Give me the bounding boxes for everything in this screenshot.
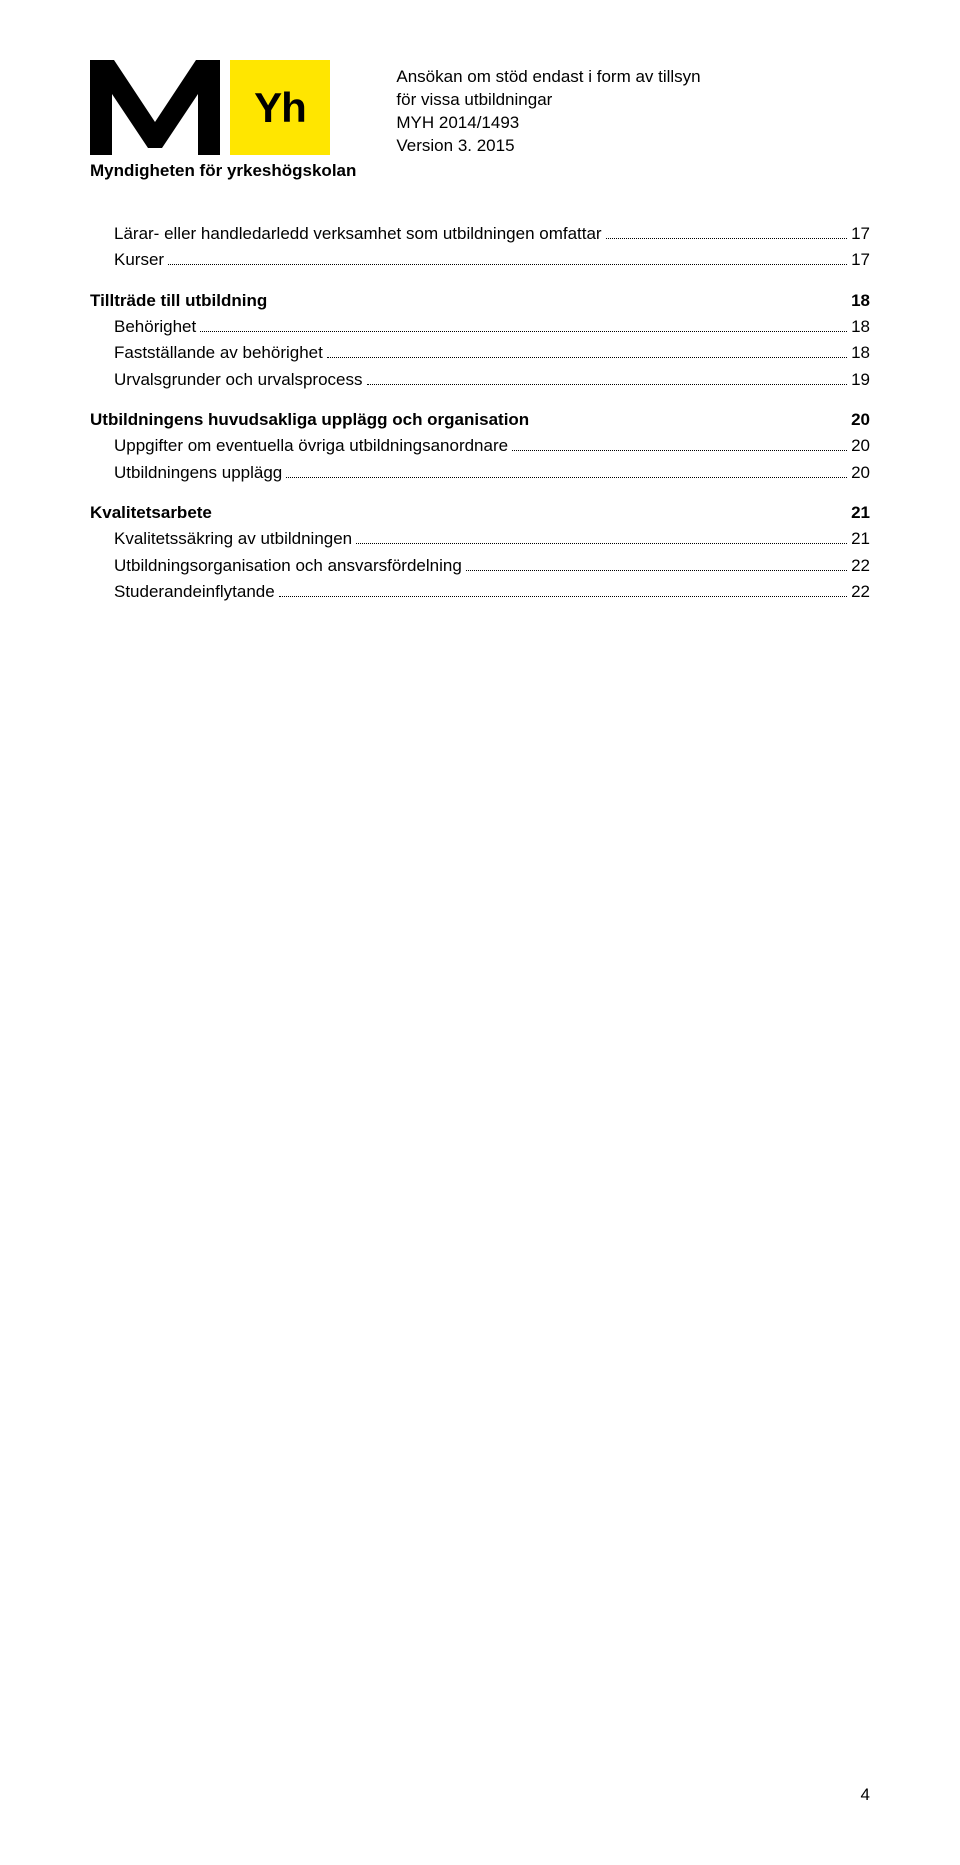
logo-yh-text: Yh xyxy=(254,84,306,132)
toc-label: Kvalitetsarbete xyxy=(90,500,212,526)
toc-page: 18 xyxy=(851,314,870,340)
toc-label: Utbildningens huvudsakliga upplägg och o… xyxy=(90,407,529,433)
toc-page: 20 xyxy=(851,433,870,459)
toc-leaders xyxy=(512,450,847,451)
toc-label: Kurser xyxy=(114,247,164,273)
toc-label: Tillträde till utbildning xyxy=(90,288,267,314)
logo-yh-icon: Yh xyxy=(230,60,330,155)
logo-m-icon xyxy=(90,60,220,155)
toc-page: 18 xyxy=(851,340,870,366)
toc-page: 22 xyxy=(851,579,870,605)
toc-label: Fastställande av behörighet xyxy=(114,340,323,366)
toc-leaders xyxy=(200,331,847,332)
toc-leaders xyxy=(606,238,847,239)
logo-block: Yh xyxy=(90,60,330,155)
toc-label: Uppgifter om eventuella övriga utbildnin… xyxy=(114,433,508,459)
toc-page: 19 xyxy=(851,367,870,393)
toc-page: 22 xyxy=(851,553,870,579)
toc-row: Kvalitetsarbete 21 xyxy=(90,500,870,526)
toc-row: Behörighet 18 xyxy=(90,314,870,340)
toc-page: 20 xyxy=(851,460,870,486)
toc-row: Uppgifter om eventuella övriga utbildnin… xyxy=(90,433,870,459)
toc-page: 17 xyxy=(851,221,870,247)
toc-label: Utbildningsorganisation och ansvarsförde… xyxy=(114,553,462,579)
toc-leaders xyxy=(356,543,847,544)
toc-leaders xyxy=(367,384,848,385)
toc-leaders xyxy=(279,596,847,597)
toc-row: Kurser 17 xyxy=(90,247,870,273)
header-line-4: Version 3. 2015 xyxy=(396,135,700,158)
toc-row: Fastställande av behörighet 18 xyxy=(90,340,870,366)
toc-row: Utbildningsorganisation och ansvarsförde… xyxy=(90,553,870,579)
toc-row: Utbildningens huvudsakliga upplägg och o… xyxy=(90,407,870,433)
toc-leaders xyxy=(466,570,847,571)
toc-leaders xyxy=(286,477,847,478)
toc-label: Utbildningens upplägg xyxy=(114,460,282,486)
toc-page: 20 xyxy=(851,407,870,433)
header-meta: Ansökan om stöd endast i form av tillsyn… xyxy=(396,60,700,158)
toc-page: 17 xyxy=(851,247,870,273)
toc-label: Kvalitetssäkring av utbildningen xyxy=(114,526,352,552)
page-number: 4 xyxy=(861,1785,870,1805)
toc-row: Studerandeinflytande 22 xyxy=(90,579,870,605)
toc-row: Utbildningens upplägg 20 xyxy=(90,460,870,486)
toc-page: 18 xyxy=(851,288,870,314)
toc-label: Lärar- eller handledarledd verksamhet so… xyxy=(114,221,602,247)
header-line-2: för vissa utbildningar xyxy=(396,89,700,112)
toc-row: Lärar- eller handledarledd verksamhet so… xyxy=(90,221,870,247)
toc-leaders xyxy=(327,357,847,358)
toc-label: Behörighet xyxy=(114,314,196,340)
toc-row: Tillträde till utbildning 18 xyxy=(90,288,870,314)
toc-row: Urvalsgrunder och urvalsprocess 19 xyxy=(90,367,870,393)
header-row: Yh Myndigheten för yrkeshögskolan Ansöka… xyxy=(90,60,870,181)
toc-row: Kvalitetssäkring av utbildningen 21 xyxy=(90,526,870,552)
logo-full: Yh Myndigheten för yrkeshögskolan xyxy=(90,60,356,181)
toc-leaders xyxy=(168,264,847,265)
header-line-1: Ansökan om stöd endast i form av tillsyn xyxy=(396,66,700,89)
toc-label: Studerandeinflytande xyxy=(114,579,275,605)
toc-label: Urvalsgrunder och urvalsprocess xyxy=(114,367,363,393)
table-of-contents: Lärar- eller handledarledd verksamhet so… xyxy=(90,221,870,605)
org-name: Myndigheten för yrkeshögskolan xyxy=(90,161,356,181)
header-line-3: MYH 2014/1493 xyxy=(396,112,700,135)
toc-page: 21 xyxy=(851,500,870,526)
toc-page: 21 xyxy=(851,526,870,552)
